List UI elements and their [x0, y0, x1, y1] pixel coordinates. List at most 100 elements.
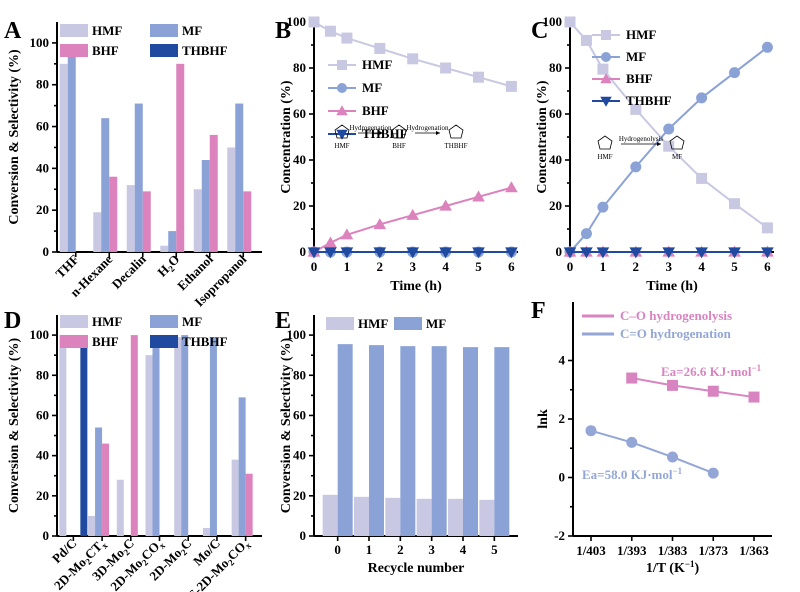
data-point — [373, 218, 387, 230]
bar-hmf — [116, 479, 124, 536]
scheme-compound-label: THBHF — [445, 142, 468, 150]
data-point — [707, 385, 719, 397]
scheme-arrow-label: Hydrogenation — [407, 124, 449, 132]
activation-energy-text: Ea=26.6 KJ·mol — [661, 364, 752, 379]
bar-hmf — [93, 212, 102, 252]
bar-hmf — [448, 498, 463, 536]
x-axis-label: Recycle number — [368, 561, 465, 576]
x-tick-label: 2 — [397, 542, 404, 557]
x-tick-label: 5 — [731, 259, 738, 274]
y-tick-label: 80 — [549, 60, 562, 75]
x-tick-label: 6 — [508, 259, 515, 274]
bar-mf — [168, 231, 177, 252]
data-point — [563, 247, 577, 259]
panel-f: -2 0 2 4 lnk F 1/403 1/393 1/383 1/373 1/363 1/T (K… — [531, 298, 772, 576]
data-point — [374, 42, 386, 54]
legend-marker — [601, 30, 611, 40]
data-point — [580, 247, 593, 259]
legend: HMF MF BHF THBHF — [328, 57, 408, 141]
legend-marker — [336, 105, 348, 116]
bar-mf — [134, 103, 143, 252]
x-tick-label: 5 — [475, 259, 482, 274]
data-point — [341, 32, 353, 44]
x-tick-label: 4 — [442, 259, 449, 274]
y-tick-label: 100 — [30, 327, 50, 342]
legend-item: BHF — [60, 43, 119, 58]
legend-swatch — [150, 335, 178, 348]
x-tick-label: 4 — [460, 542, 467, 557]
data-point — [630, 161, 642, 173]
legend: HMF MF BHF THBHF — [60, 23, 228, 58]
legend-item: MF — [150, 23, 202, 38]
bar-mf — [101, 118, 110, 252]
bar-mf — [337, 344, 353, 536]
x-tick-label: Decalin — [109, 251, 150, 292]
x-tick-label: 1 — [600, 259, 607, 274]
legend-label: C–O hydrogenolysis — [620, 308, 732, 323]
series-hydrogenation: Ea=58.0 KJ·mol−1 — [582, 425, 719, 482]
legend-label: MF — [426, 316, 446, 331]
y-tick-label: 40 — [293, 152, 306, 167]
legend-label: THBHF — [362, 126, 408, 141]
x-tick-label: 2 — [377, 259, 384, 274]
data-point — [324, 236, 337, 248]
data-point — [585, 425, 597, 437]
y-tick-label: 60 — [36, 407, 49, 422]
y-axis-label: Concentration (%) — [279, 80, 294, 193]
legend-label: BHF — [92, 43, 119, 58]
y-tick-label: 80 — [293, 60, 306, 75]
panel-label: A — [4, 18, 22, 44]
legend-label: THBHF — [182, 334, 228, 349]
x-tick-label: THF — [52, 251, 82, 281]
x-tick-label: 3 — [409, 259, 416, 274]
y-tick-label: 40 — [36, 160, 49, 175]
y-tick-label: 0 — [43, 244, 50, 259]
data-point — [324, 25, 336, 37]
legend-swatch — [394, 317, 422, 330]
data-point — [761, 247, 774, 259]
y-tick-label: 0 — [300, 528, 307, 543]
data-point — [597, 201, 609, 213]
bar-mf — [152, 337, 160, 536]
data-point — [729, 198, 741, 210]
x-tick-label: 1 — [344, 259, 351, 274]
bar-hmf — [59, 335, 67, 536]
y-tick-label: 20 — [549, 198, 562, 213]
legend-label: HMF — [92, 23, 122, 38]
bar-hmf — [160, 245, 169, 252]
data-point — [729, 67, 741, 79]
y-tick-label: 100 — [287, 327, 307, 342]
y-tick-label: 100 — [30, 35, 50, 50]
bar-bhf — [243, 191, 252, 252]
data-point — [340, 247, 354, 259]
data-point — [629, 247, 643, 259]
x-tick-label: 1/383 — [658, 543, 688, 558]
data-point — [728, 247, 741, 259]
y-tick-label: 60 — [36, 119, 49, 134]
y-tick-label: 0 — [556, 244, 563, 259]
activation-energy-label: Ea=58.0 KJ·mol−1 — [582, 466, 683, 482]
scheme-arrowhead — [379, 131, 383, 135]
legend-label: MF — [182, 314, 202, 329]
bar-hmf — [202, 527, 210, 536]
x-axis-label-tail: ) — [695, 561, 700, 576]
bar-hmf — [88, 515, 96, 536]
x-tick-label: 0 — [311, 259, 318, 274]
y-tick-label: 40 — [36, 448, 49, 463]
data-point — [662, 247, 676, 259]
data-point — [626, 436, 638, 448]
bar-mf — [494, 347, 510, 536]
y-tick-label: 40 — [293, 448, 306, 463]
legend-label: HMF — [626, 27, 656, 42]
bar-hmf — [231, 459, 239, 536]
bar-mf — [238, 397, 246, 536]
legend-marker — [337, 60, 347, 70]
bar-hmf — [479, 499, 495, 536]
x-tick-label: 4 — [698, 259, 705, 274]
legend: HMF MF BHF THBHF — [592, 27, 672, 108]
y-tick-label: -2 — [554, 528, 565, 543]
bar-hmf — [193, 189, 202, 252]
series-thbhf — [563, 247, 774, 259]
legend-label: HMF — [362, 57, 392, 72]
